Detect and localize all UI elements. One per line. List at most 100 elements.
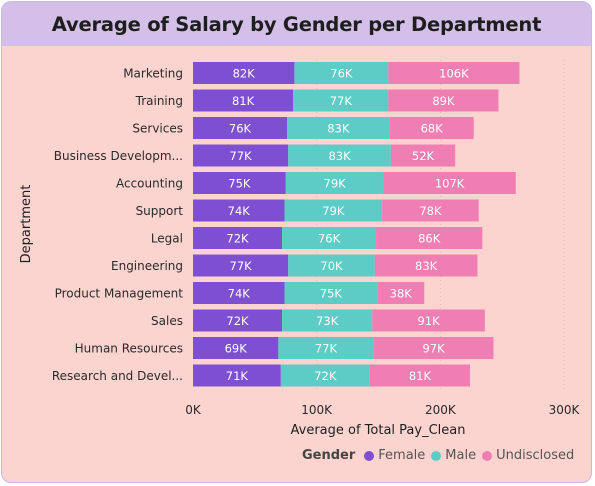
legend: Gender Female Male Undisclosed — [302, 448, 580, 463]
category-label: Product Management — [55, 287, 184, 301]
bar-male — [288, 144, 391, 167]
legend-title: Gender — [302, 448, 356, 463]
bar-undisclosed — [383, 172, 516, 194]
category-label: Support — [136, 204, 184, 218]
legend-swatch-undisclosed — [482, 450, 493, 461]
bar-female — [193, 227, 283, 249]
data-label: 38K — [390, 287, 413, 301]
bar-undisclosed — [369, 364, 471, 387]
bar-male — [288, 254, 375, 277]
category-label: Sales — [151, 314, 183, 328]
x-tick-label: 300K — [549, 403, 581, 417]
data-label: 68K — [421, 122, 444, 136]
category-label: Business Developm... — [54, 149, 183, 163]
bar-undisclosed — [377, 282, 425, 304]
bar-male — [284, 282, 378, 304]
category-label: Legal — [151, 232, 183, 246]
data-label: 79K — [322, 204, 345, 218]
legend-label-undisclosed: Undisclosed — [496, 448, 575, 463]
bar-male — [282, 309, 373, 332]
bar-female — [193, 282, 285, 304]
data-label: 72K — [226, 232, 249, 246]
bar-male — [285, 172, 384, 194]
data-label: 75K — [320, 287, 343, 301]
data-label: 77K — [230, 149, 253, 163]
data-label: 76K — [318, 232, 341, 246]
bar-undisclosed — [376, 227, 483, 249]
data-label: 77K — [230, 259, 253, 273]
category-label: Training — [135, 94, 183, 108]
bar-female — [193, 144, 289, 167]
bar-male — [294, 62, 389, 84]
bar-female — [193, 172, 286, 194]
bar-undisclosed — [388, 62, 520, 84]
legend-item-female[interactable]: Female — [364, 448, 425, 463]
data-label: 52K — [412, 149, 435, 163]
category-label: Engineering — [111, 259, 183, 273]
legend-item-undisclosed[interactable]: Undisclosed — [482, 448, 574, 463]
data-label: 97K — [422, 342, 445, 356]
legend-swatch-male — [431, 450, 442, 461]
data-label: 74K — [228, 204, 251, 218]
bar-female — [193, 89, 294, 112]
bar-undisclosed — [388, 89, 499, 112]
x-tick-label: 0K — [185, 403, 202, 417]
bar-male — [280, 364, 370, 387]
data-label: 69K — [225, 342, 248, 356]
data-label: 86K — [418, 232, 441, 246]
x-axis-title: Average of Total Pay_Clean — [291, 423, 466, 438]
bar-male — [293, 89, 389, 112]
bar-undisclosed — [389, 117, 474, 139]
bar-male — [282, 227, 377, 249]
bar-undisclosed — [374, 254, 478, 277]
data-label: 72K — [226, 314, 249, 328]
bar-undisclosed — [372, 309, 485, 332]
bar-undisclosed — [390, 144, 456, 167]
bar-female — [193, 254, 289, 277]
data-label: 107K — [435, 177, 465, 191]
data-label: 91K — [417, 314, 440, 328]
data-label: 73K — [316, 314, 339, 328]
data-label: 70K — [320, 259, 343, 273]
legend-label-male: Male — [445, 448, 477, 463]
bar-male — [278, 337, 374, 359]
x-tick-label: 200K — [425, 403, 457, 417]
data-label: 81K — [409, 369, 432, 383]
data-label: 89K — [432, 94, 455, 108]
y-axis-title: Department — [19, 185, 34, 264]
data-label: 76K — [330, 67, 353, 81]
bar-male — [286, 117, 390, 139]
legend-swatch-female — [364, 450, 375, 461]
data-label: 106K — [439, 67, 469, 81]
bar-undisclosed — [373, 337, 494, 359]
bar-female — [193, 199, 285, 222]
data-label: 72K — [314, 369, 337, 383]
category-label: Research and Devel... — [52, 369, 183, 383]
category-label: Human Resources — [75, 342, 183, 356]
data-label: 74K — [228, 287, 251, 301]
chart-title: Average of Salary by Gender per Departme… — [51, 12, 542, 36]
category-label: Services — [132, 122, 183, 136]
legend-label-female: Female — [378, 448, 426, 463]
data-label: 83K — [328, 149, 351, 163]
data-label: 83K — [415, 259, 438, 273]
category-label: Accounting — [116, 177, 183, 191]
bar-female — [193, 364, 281, 387]
data-label: 82K — [233, 67, 256, 81]
category-label: Marketing — [123, 67, 183, 81]
data-label: 83K — [327, 122, 350, 136]
data-label: 79K — [324, 177, 347, 191]
bar-undisclosed — [382, 199, 479, 222]
bar-female — [193, 62, 295, 84]
data-label: 78K — [419, 204, 442, 218]
data-label: 77K — [330, 94, 353, 108]
data-label: 71K — [226, 369, 249, 383]
x-tick-label: 100K — [301, 403, 333, 417]
data-label: 77K — [315, 342, 338, 356]
chart-header: Average of Salary by Gender per Departme… — [2, 2, 591, 46]
data-label: 75K — [228, 177, 251, 191]
bar-female — [193, 337, 279, 359]
bar-male — [284, 199, 383, 222]
data-label: 81K — [232, 94, 255, 108]
legend-item-male[interactable]: Male — [431, 448, 476, 463]
